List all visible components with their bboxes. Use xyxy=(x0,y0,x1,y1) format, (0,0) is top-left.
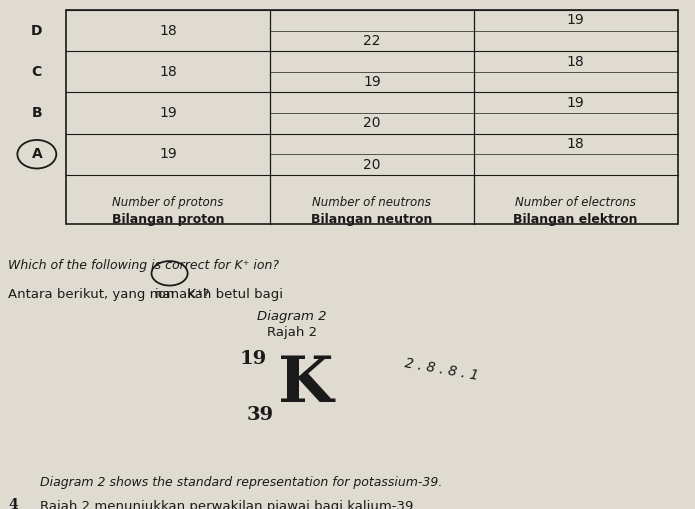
Text: Bilangan proton: Bilangan proton xyxy=(112,213,224,226)
Text: 19: 19 xyxy=(159,106,177,120)
Text: Rajah 2 menunjukkan perwakilan piawai bagi kalium-39.: Rajah 2 menunjukkan perwakilan piawai ba… xyxy=(40,500,418,509)
Text: 20: 20 xyxy=(363,117,381,130)
Text: 18: 18 xyxy=(567,54,584,69)
Text: Rajah 2: Rajah 2 xyxy=(267,326,317,339)
Text: 22: 22 xyxy=(363,34,381,48)
Text: Number of protons: Number of protons xyxy=(113,196,224,209)
Text: 2 . 8 . 8 . 1: 2 . 8 . 8 . 1 xyxy=(403,356,480,383)
Text: 18: 18 xyxy=(567,137,584,151)
Text: 19: 19 xyxy=(159,147,177,161)
Text: 18: 18 xyxy=(159,24,177,38)
Text: Number of electrons: Number of electrons xyxy=(515,196,636,209)
Text: 4: 4 xyxy=(8,498,18,509)
Text: Bilangan neutron: Bilangan neutron xyxy=(311,213,432,226)
Text: K: K xyxy=(278,354,334,415)
Text: A: A xyxy=(31,147,42,161)
Text: 39: 39 xyxy=(247,406,275,424)
Text: Number of neutrons: Number of neutrons xyxy=(312,196,432,209)
Text: 20: 20 xyxy=(363,157,381,172)
Text: Which of the following is correct for K⁺ ion?: Which of the following is correct for K⁺… xyxy=(8,259,279,272)
Text: ion: ion xyxy=(154,288,174,301)
Text: Bilangan elektron: Bilangan elektron xyxy=(514,213,638,226)
Text: 19: 19 xyxy=(240,350,268,368)
Text: 19: 19 xyxy=(567,96,584,110)
Text: K⁺?: K⁺? xyxy=(183,288,210,301)
Text: 19: 19 xyxy=(363,75,381,89)
Text: Antara berikut, yang manakah betul bagi: Antara berikut, yang manakah betul bagi xyxy=(8,288,288,301)
Text: 18: 18 xyxy=(159,65,177,79)
Text: 19: 19 xyxy=(567,13,584,27)
Text: D: D xyxy=(31,24,42,38)
Text: Diagram 2: Diagram 2 xyxy=(257,310,327,324)
Text: B: B xyxy=(31,106,42,120)
Text: Diagram 2 shows the standard representation for potassium-39.: Diagram 2 shows the standard representat… xyxy=(40,476,443,489)
Text: C: C xyxy=(32,65,42,79)
